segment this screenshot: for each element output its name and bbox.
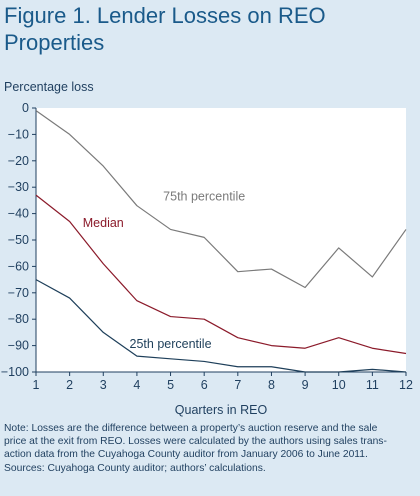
y-tick-label: −60 xyxy=(8,259,29,273)
x-tick-label: 6 xyxy=(201,378,208,392)
plot-area xyxy=(36,108,406,372)
y-axis-label: Percentage loss xyxy=(4,80,94,94)
series-line xyxy=(35,194,407,355)
x-tick-label: 3 xyxy=(100,378,107,392)
note-line: Note: Losses are the difference between … xyxy=(4,423,378,434)
x-tick-label: 11 xyxy=(366,378,379,392)
x-tick-label: 10 xyxy=(332,378,346,392)
series-label: 25th percentile xyxy=(130,337,212,351)
x-tick-label: 9 xyxy=(302,378,309,392)
y-tick-label: 0 xyxy=(22,101,29,115)
x-tick-label: 4 xyxy=(133,378,140,392)
figure-title: Figure 1. Lender Losses on REO Propertie… xyxy=(4,3,326,55)
chart-note: Note: Losses are the difference between … xyxy=(4,422,416,475)
series-line xyxy=(35,110,407,289)
y-tick-label: −10 xyxy=(8,127,29,141)
y-tick-label: −80 xyxy=(8,312,29,326)
series-label: 75th percentile xyxy=(163,189,245,203)
x-tick-label: 5 xyxy=(167,378,174,392)
x-tick-label: 1 xyxy=(33,378,40,392)
y-tick-label: −90 xyxy=(8,339,29,353)
x-tick-label: 12 xyxy=(399,378,413,392)
series-label: Median xyxy=(83,216,124,230)
y-tick-label: −50 xyxy=(8,233,29,247)
x-tick-label: 7 xyxy=(234,378,241,392)
series-line xyxy=(35,279,407,373)
y-tick-label: −40 xyxy=(8,207,29,221)
x-tick-label: 2 xyxy=(66,378,73,392)
x-axis-label: Quarters in REO xyxy=(175,403,268,417)
note-line: price at the exit from REO. Losses were … xyxy=(4,436,387,448)
y-tick-label: −100 xyxy=(1,365,29,379)
x-tick-label: 8 xyxy=(268,378,275,392)
y-tick-label: −20 xyxy=(8,154,29,168)
y-tick-label: −70 xyxy=(8,286,29,300)
note-line: action data from the Cuyahoga County aud… xyxy=(4,449,368,461)
source-line: Sources: Cuyahoga County auditor; author… xyxy=(4,462,266,474)
y-tick-label: −30 xyxy=(8,180,29,194)
